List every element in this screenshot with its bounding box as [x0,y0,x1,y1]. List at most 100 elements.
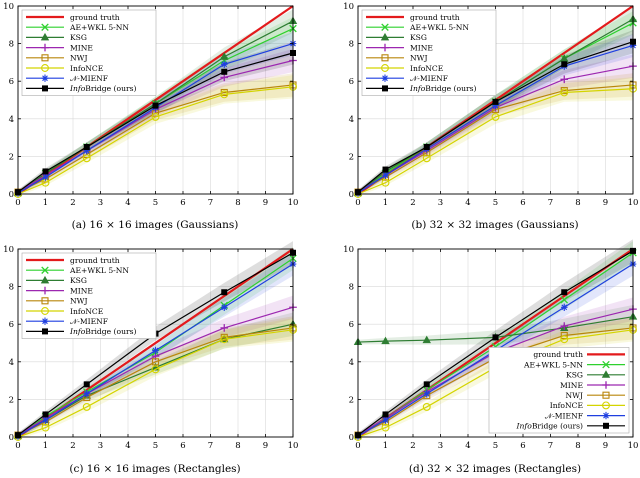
legend-entry-ae-wkl-5-nn: AE+WKL 5-NN [523,360,625,369]
series-line [357,84,634,193]
x-tick-label: 1 [383,441,388,451]
data-point [151,112,160,121]
legend-entry-infobridge-ours: InfoBridge (ours) [26,84,137,93]
x-tick-label: 8 [575,198,580,208]
band-nwj [18,316,293,438]
legend-label: AE+WKL 5-NN [69,23,129,32]
legend-marker [602,381,610,389]
legend-marker [42,85,48,92]
band-infonce [358,77,633,197]
legend-marker [41,54,49,62]
x-tick-label: 7 [548,198,553,208]
y-tick-label: 8 [9,40,14,50]
legend-entry-infobridge-ours: InfoBridge (ours) [516,422,625,431]
series-line [17,329,294,438]
legend-label: InfoNCE [70,64,103,73]
legend-label: NWJ [70,297,88,306]
series-line [17,52,294,193]
y-tick-label: 4 [349,115,354,125]
x-tick-label: 4 [125,441,130,451]
legend-label: ground truth [70,256,120,265]
data-point [422,402,431,411]
data-point [422,154,431,163]
legend-entry-infonce: InfoNCE [26,307,103,316]
legend-label: AE+WKL 5-NN [409,23,469,32]
x-tick-label: 1 [43,441,48,451]
data-point [422,335,431,344]
legend-marker [381,74,389,82]
data-point [42,411,49,418]
data-point [561,61,568,68]
x-tick-label: 7 [208,198,213,208]
ticks: 0 1 2 3 4 5 6 7 8 9 10 0 2 4 6 8 10 [343,2,638,208]
legend-label: 𝒩-MIENF [70,317,108,326]
data-point [41,423,50,432]
y-tick-label: 2 [9,152,14,162]
data-point [83,147,91,155]
legend-entry-mienf: 𝒩-MIENF [545,411,625,420]
x-tick-label: 5 [153,441,158,451]
data-point [220,324,229,332]
legend-label-italic: Info [69,327,86,336]
panel-caption: (d) 32 × 32 images (Rectangles) [409,463,581,475]
legend-entry-mine: MINE [26,43,93,52]
y-tick-label: 4 [9,115,14,125]
data-point [42,168,49,175]
x-tick-label: 4 [465,198,470,208]
legend-marker [602,391,610,399]
legend-entry-ae-wkl-5-nn: AE+WKL 5-NN [26,266,129,275]
data-point [382,411,389,418]
legend-label: ground truth [410,13,460,22]
legend-entry-ksg: KSG [366,32,427,42]
legend-entry-ground-truth: ground truth [366,13,460,22]
legend-label: 𝒩-MIENF [545,411,583,420]
data-point [560,322,569,330]
legend-label: KSG [70,33,87,42]
legend-label: MINE [560,381,583,390]
legend-label: AE+WKL 5-NN [69,266,129,275]
legend-label: ground truth [70,13,120,22]
panel-caption: (c) 16 × 16 images (Rectangles) [69,463,240,475]
legend-label: InfoNCE [410,64,443,73]
y-tick-label: 6 [9,320,14,330]
legend-entry-nwj: NWJ [26,297,88,306]
legend-label: ground truth [533,350,583,359]
band-infobridge-ours [358,30,633,195]
legend-marker [41,43,49,52]
data-point [492,98,499,105]
x-tick-label: 4 [465,441,470,451]
legend-label: InfoBridge (ours) [516,422,584,431]
x-tick-label: 1 [43,198,48,208]
legend-box [21,9,157,96]
legend-entry-nwj: NWJ [366,54,428,63]
series-line [17,86,294,195]
y-tick-label: 6 [349,77,354,87]
x-tick-label: 2 [70,198,75,208]
data-point [381,336,390,345]
data-point [492,101,499,110]
data-point [560,331,568,340]
data-point [382,416,389,424]
y-tick-label: 10 [343,245,354,255]
legend-label-italic: Info [69,84,86,93]
x-tick-label: 7 [208,441,213,451]
data-point [423,390,431,398]
x-tick-label: 3 [98,198,103,208]
series-line [17,327,294,436]
data-point [42,173,49,181]
series-line [17,59,294,193]
legend-box [361,9,497,96]
data-point [560,303,568,311]
x-tick-label: 9 [603,198,608,208]
data-point [220,335,229,344]
legend-marker [41,266,49,274]
legend-label: NWJ [410,54,428,63]
data-point [381,178,390,187]
band-nwj [18,73,293,195]
legend-entry-ae-wkl-5-nn: AE+WKL 5-NN [26,23,129,32]
legend-marker [40,32,50,41]
